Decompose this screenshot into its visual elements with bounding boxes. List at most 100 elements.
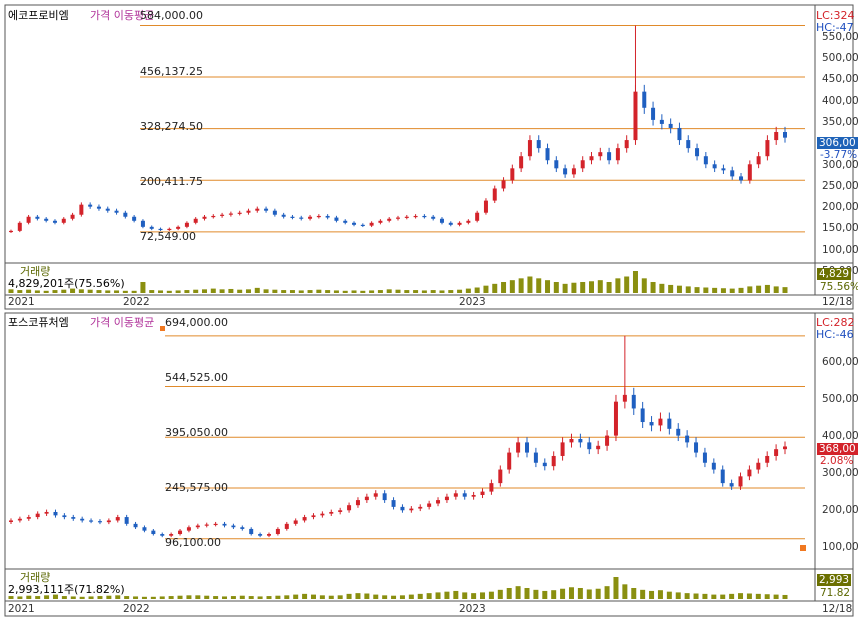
candle-body-2-6 [62,515,67,518]
candle-body-2-1 [17,518,22,521]
candle-body-2-73 [658,418,663,426]
candle-body-1-13 [123,212,128,217]
volume-bar-2-49 [444,591,450,599]
candle-body-1-19 [176,226,181,229]
volume-bar-1-16 [149,290,155,293]
candle-body-1-17 [158,228,163,231]
volume-bar-2-60 [542,590,548,599]
volume-bar-1-5 [52,290,58,293]
indicator-label-2[interactable]: 가격 이동평균 [90,316,155,329]
fibo-label-1-1: 456,137.25 [140,65,203,78]
candle-body-2-78 [702,452,707,463]
y-tick-2-1: 500,00 [822,393,858,405]
volume-bar-1-84 [747,286,753,293]
candle-body-1-16 [149,226,154,229]
volume-bar-2-2 [26,595,32,599]
candle-body-1-59 [527,140,532,157]
volume-bar-2-67 [604,586,610,599]
volume-bar-1-52 [465,288,471,293]
volume-bar-2-15 [141,596,147,599]
volume-bar-1-42 [377,290,383,293]
volume-bar-2-11 [106,595,112,599]
x-year-2-0: 2021 [8,603,35,615]
volume-bar-1-46 [413,290,419,293]
volume-bar-2-66 [595,588,601,599]
candle-body-1-0 [9,230,13,233]
panel-frame-1 [4,4,854,310]
candle-body-2-41 [373,493,378,497]
candle-body-2-23 [213,523,218,526]
hc-label-2: HC:-46 [816,328,854,341]
volume-bar-2-43 [391,595,397,599]
candle-body-2-60 [542,462,547,467]
volume-bar-1-13 [122,290,128,293]
change-tag-2: 2.08% [820,455,854,467]
volume-bar-1-44 [395,289,401,293]
volume-bar-1-88 [782,287,788,293]
volume-bar-2-61 [551,590,557,599]
y-tick-2-2: 400,00 [822,430,858,442]
candle-body-2-58 [525,442,529,453]
candle-body-1-69 [615,148,620,161]
fibo-label-2-2: 395,050.00 [165,426,228,439]
candle-body-2-39 [355,500,360,506]
candle-body-1-56 [501,180,506,189]
candle-body-2-66 [596,445,601,450]
y-tick-2-4: 200,00 [822,504,858,516]
candle-body-1-57 [510,168,515,181]
volume-bar-2-14 [133,596,139,599]
volume-bar-1-32 [289,290,295,293]
hc-label-1: HC:-47 [816,21,854,34]
volume-bar-2-48 [435,592,441,599]
volume-bar-1-85 [756,285,762,293]
volume-bar-2-16 [150,596,156,599]
candle-body-1-84 [747,164,752,181]
volume-bar-2-84 [755,593,761,599]
volume-bar-2-32 [293,594,299,599]
candle-body-1-71 [633,91,638,141]
volume-bar-1-61 [545,280,551,293]
candle-body-2-12 [115,517,120,521]
candle-body-2-18 [169,534,174,536]
candle-body-1-75 [668,123,673,128]
candle-body-1-5 [52,220,57,223]
candle-body-1-70 [624,140,629,149]
volume-bar-1-28 [254,287,260,293]
volume-bar-2-35 [319,595,325,599]
candle-body-2-2 [26,517,31,519]
indicator-label-1[interactable]: 가격 이동평균 [90,9,155,22]
volume-bar-2-53 [480,592,486,599]
candle-body-1-18 [167,228,172,231]
candle-body-2-0 [9,520,13,522]
volume-bar-2-41 [373,594,379,599]
volume-bar-1-70 [624,276,630,293]
candle-body-2-76 [685,435,690,443]
x-year-1-2: 2023 [459,296,486,308]
candle-body-1-83 [739,176,744,181]
candle-body-1-1 [17,222,22,231]
volume-bar-2-40 [364,593,370,599]
volume-bar-1-72 [641,278,647,293]
volume-bar-1-9 [87,289,93,293]
candle-body-1-87 [774,132,779,141]
candle-body-1-44 [396,217,400,219]
candle-body-2-75 [676,428,681,436]
volume-bar-1-33 [298,290,304,293]
volume-bar-2-83 [746,593,752,599]
candle-body-1-82 [730,170,735,177]
candle-body-1-61 [545,148,550,161]
candle-body-2-11 [106,520,111,523]
candle-body-2-65 [587,442,592,450]
candle-body-2-79 [711,462,716,470]
volume-bar-1-82 [729,288,735,293]
volume-bar-1-17 [158,290,164,293]
candle-body-2-14 [133,523,138,528]
volume-bar-2-46 [417,593,423,599]
volume-bar-1-25 [228,288,234,293]
candle-body-1-86 [765,140,770,157]
candle-body-2-55 [498,469,503,484]
volume-bar-2-81 [729,593,735,599]
candle-body-2-80 [720,469,725,484]
candle-body-2-22 [204,524,209,526]
volume-bar-1-79 [703,287,709,293]
